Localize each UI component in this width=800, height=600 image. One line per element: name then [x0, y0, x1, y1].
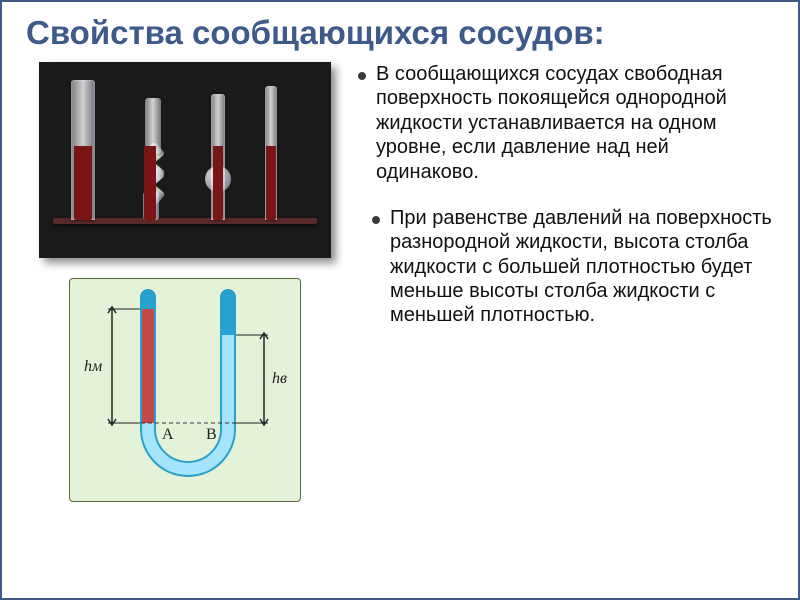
left-column: A B hм hв	[26, 62, 344, 512]
bullet-icon	[358, 72, 366, 80]
label-b: B	[206, 426, 217, 443]
label-hm: hм	[84, 358, 102, 375]
bullet-icon	[372, 216, 380, 224]
label-a: A	[162, 426, 174, 443]
slide-title: Свойства сообщающихся сосудов:	[26, 14, 774, 52]
label-hv: hв	[272, 370, 287, 387]
bullet-2: При равенстве давлений на поверхность ра…	[348, 206, 774, 328]
slide: Свойства сообщающихся сосудов:	[0, 0, 800, 600]
u-tube-svg: A B hм hв	[70, 279, 302, 503]
bullet-text: При равенстве давлений на поверхность ра…	[390, 206, 774, 328]
right-column: В сообщающихся сосудах свободная поверхн…	[344, 62, 774, 512]
u-tube-diagram: A B hм hв	[69, 278, 301, 502]
slide-body: A B hм hв	[26, 62, 774, 512]
bullet-1: В сообщающихся сосудах свободная поверхн…	[348, 62, 774, 184]
apparatus-photo	[39, 62, 331, 258]
bullet-text: В сообщающихся сосудах свободная поверхн…	[376, 62, 774, 184]
